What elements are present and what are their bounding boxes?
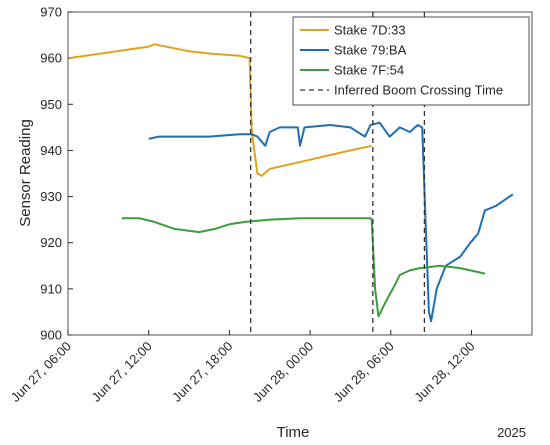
y-tick-label: 930 [40,189,62,204]
y-tick-label: 970 [40,5,62,20]
y-tick-label: 910 [40,281,62,296]
x-tick-label: Jun 28, 12:00 [411,339,477,405]
legend-label: Inferred Boom Crossing Time [334,83,503,98]
x-tick-label: Jun 27, 06:00 [8,339,74,405]
y-axis-label: Sensor Reading [17,119,34,227]
year-annotation: 2025 [497,425,526,440]
y-tick-label: 960 [40,51,62,66]
x-tick-label: Jun 28, 06:00 [331,339,397,405]
data-line [121,217,486,318]
legend-label: Stake 7D:33 [334,23,406,38]
data-line [148,121,514,323]
x-tick-label: Jun 28, 00:00 [250,339,316,405]
legend-label: Stake 79:BA [334,43,407,58]
y-tick-label: 940 [40,143,62,158]
legend-label: Stake 7F:54 [334,63,404,78]
x-tick-label: Jun 27, 12:00 [88,339,154,405]
data-line [68,43,372,177]
x-tick-label: Jun 27, 18:00 [169,339,235,405]
legend-box [292,16,530,106]
y-tick-label: 950 [40,97,62,112]
x-axis-label: Time [277,424,310,441]
y-tick-label: 900 [40,328,62,343]
y-tick-label: 920 [40,235,62,250]
